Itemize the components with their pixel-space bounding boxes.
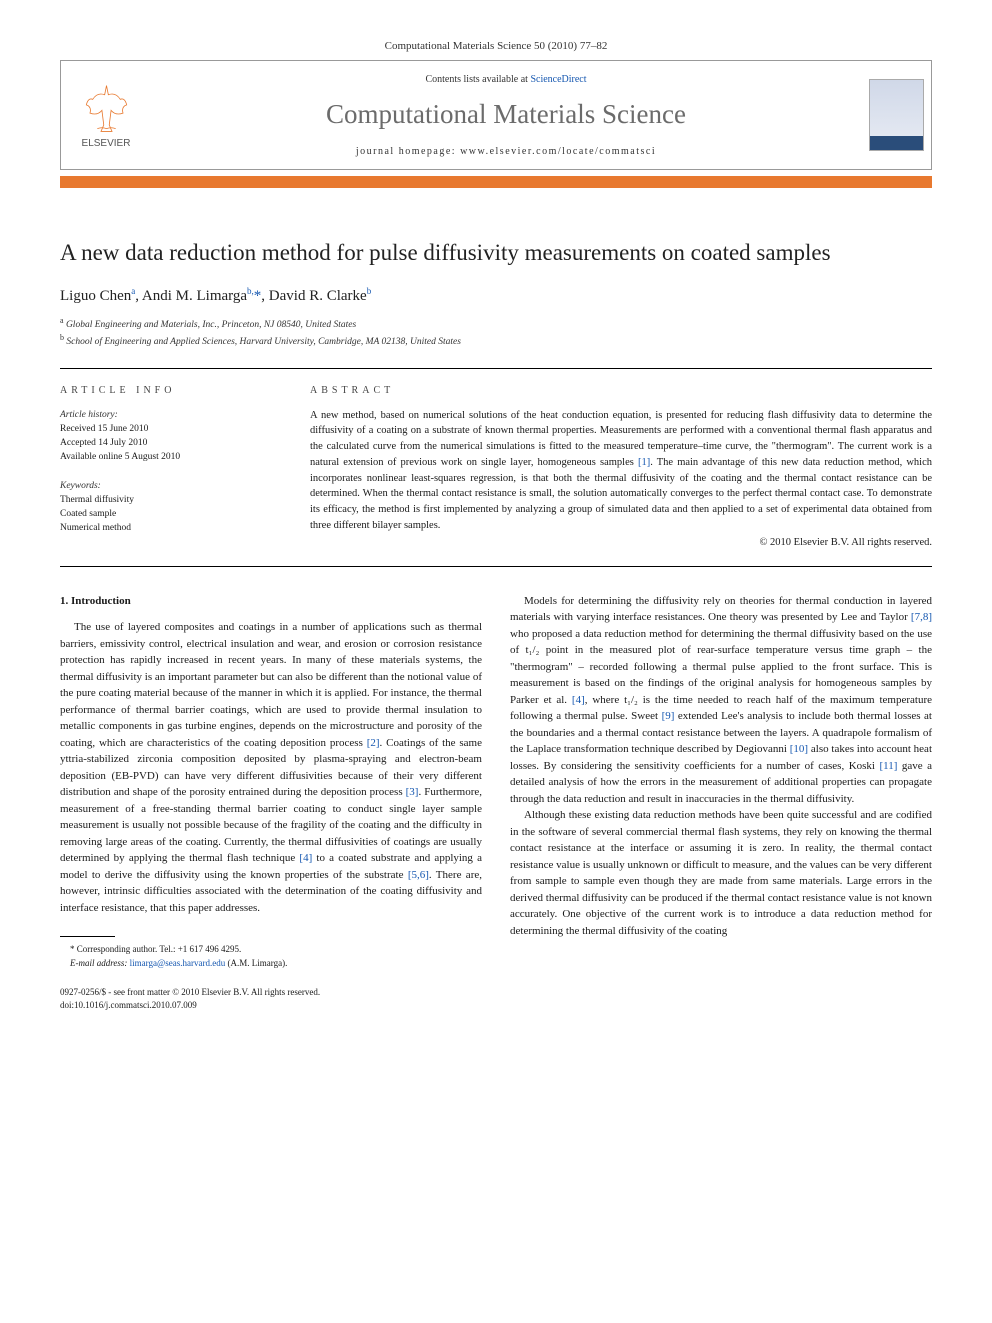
- journal-reference: Computational Materials Science 50 (2010…: [60, 40, 932, 52]
- publisher-name: ELSEVIER: [82, 138, 131, 149]
- email-label: E-mail address:: [70, 958, 127, 968]
- keyword-line: Numerical method: [60, 521, 280, 535]
- page-footer: 0927-0256/$ - see front matter © 2010 El…: [60, 986, 932, 1011]
- keyword-line: Thermal diffusivity: [60, 493, 280, 507]
- article-title: A new data reduction method for pulse di…: [60, 238, 932, 268]
- email-suffix: (A.M. Limarga).: [228, 958, 288, 968]
- history-line: Received 15 June 2010: [60, 422, 280, 436]
- body-column-right: Models for determining the diffusivity r…: [510, 593, 932, 971]
- corresponding-email-link[interactable]: limarga@seas.harvard.edu: [130, 958, 226, 968]
- article-info-label: ARTICLE INFO: [60, 385, 280, 396]
- homepage-line: journal homepage: www.elsevier.com/locat…: [151, 146, 861, 157]
- body-paragraph: Although these existing data reduction m…: [510, 807, 932, 939]
- contents-prefix: Contents lists available at: [425, 74, 530, 85]
- journal-cover-thumbnail: [869, 79, 924, 151]
- body-paragraph: The use of layered composites and coatin…: [60, 619, 482, 916]
- orange-divider-bar: [60, 176, 932, 188]
- doi-line: doi:10.1016/j.commatsci.2010.07.009: [60, 999, 320, 1012]
- abstract-copyright: © 2010 Elsevier B.V. All rights reserved…: [310, 537, 932, 548]
- keywords-block: Keywords: Thermal diffusivityCoated samp…: [60, 479, 280, 536]
- issn-line: 0927-0256/$ - see front matter © 2010 El…: [60, 986, 320, 999]
- section-heading: 1. Introduction: [60, 593, 482, 610]
- footnote-separator: [60, 936, 115, 937]
- homepage-prefix: journal homepage:: [356, 146, 460, 157]
- sciencedirect-link[interactable]: ScienceDirect: [530, 74, 586, 85]
- affiliation-line: b School of Engineering and Applied Scie…: [60, 332, 932, 349]
- abstract-column: ABSTRACT A new method, based on numerica…: [310, 385, 932, 550]
- history-line: Available online 5 August 2010: [60, 450, 280, 464]
- keyword-line: Coated sample: [60, 507, 280, 521]
- journal-banner: ELSEVIER Contents lists available at Sci…: [60, 60, 932, 170]
- article-history-block: Article history: Received 15 June 2010Ac…: [60, 408, 280, 465]
- contents-line: Contents lists available at ScienceDirec…: [151, 74, 861, 85]
- body-column-left: 1. Introduction The use of layered compo…: [60, 593, 482, 971]
- keywords-label: Keywords:: [60, 479, 280, 493]
- abstract-text: A new method, based on numerical solutio…: [310, 408, 932, 534]
- affiliation-line: a Global Engineering and Materials, Inc.…: [60, 315, 932, 332]
- homepage-url: www.elsevier.com/locate/commatsci: [460, 146, 656, 157]
- history-line: Accepted 14 July 2010: [60, 436, 280, 450]
- affiliations: a Global Engineering and Materials, Inc.…: [60, 315, 932, 350]
- journal-name: Computational Materials Science: [151, 99, 861, 130]
- corresponding-author-footnote: * Corresponding author. Tel.: +1 617 496…: [60, 943, 482, 957]
- abstract-label: ABSTRACT: [310, 385, 932, 396]
- publisher-logo-block: ELSEVIER: [61, 73, 151, 157]
- article-info-column: ARTICLE INFO Article history: Received 1…: [60, 385, 280, 550]
- divider: [60, 566, 932, 567]
- body-paragraph: Models for determining the diffusivity r…: [510, 593, 932, 808]
- history-label: Article history:: [60, 408, 280, 422]
- elsevier-tree-icon: [79, 81, 134, 136]
- author-list: Liguo Chena, Andi M. Limargab,*, David R…: [60, 286, 932, 305]
- email-footnote: E-mail address: limarga@seas.harvard.edu…: [60, 957, 482, 971]
